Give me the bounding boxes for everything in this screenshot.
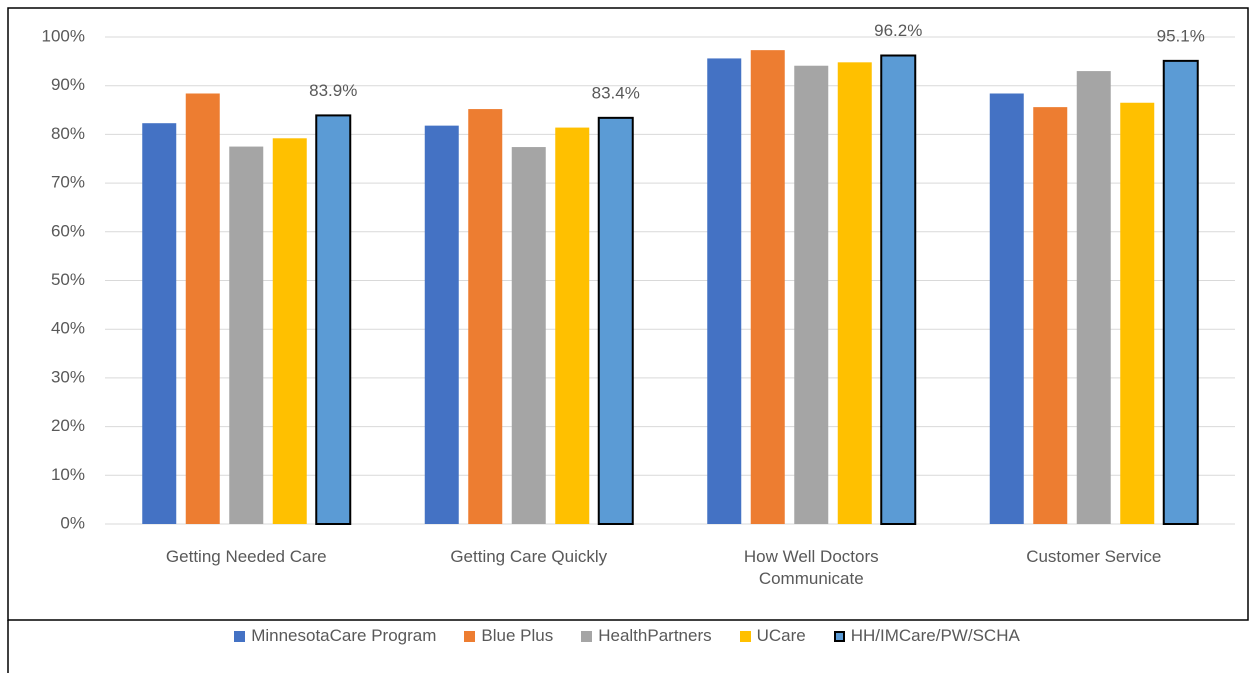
- legend-label: Blue Plus: [481, 626, 554, 645]
- bar: [1162, 59, 1199, 525]
- bar: [229, 146, 264, 524]
- x-tick-label: Getting Care Quickly: [450, 547, 608, 566]
- x-tick-label: How Well Doctors Communicate: [743, 547, 879, 588]
- legend-swatch: [464, 630, 476, 642]
- bar: [1120, 102, 1155, 525]
- data-label: 83.4%: [592, 83, 640, 102]
- y-tick-label: 50%: [51, 270, 85, 289]
- bar: [1033, 107, 1068, 525]
- y-tick-label: 70%: [51, 173, 85, 192]
- data-label: 83.9%: [309, 81, 357, 100]
- legend-swatch: [833, 630, 845, 642]
- legend-swatch: [739, 630, 751, 642]
- chart-border: [7, 7, 1249, 621]
- bar: [468, 109, 503, 525]
- legend-label: UCare: [756, 626, 806, 645]
- legend-label: HealthPartners: [598, 626, 712, 645]
- bar: [794, 65, 829, 524]
- legend-item: UCare: [739, 626, 806, 646]
- bar: [424, 125, 459, 524]
- y-tick-label: 80%: [51, 124, 85, 143]
- data-label: 95.1%: [1157, 26, 1205, 45]
- y-tick-label: 100%: [42, 26, 85, 45]
- bar: [597, 116, 634, 525]
- legend-item: HealthPartners: [581, 626, 712, 646]
- y-tick-label: 40%: [51, 319, 85, 338]
- legend-item: HH/IMCare/PW/SCHA: [833, 626, 1020, 646]
- y-tick-label: 20%: [51, 416, 85, 435]
- legend-swatch: [581, 630, 593, 642]
- x-tick-label: Getting Needed Care: [165, 547, 327, 566]
- bar: [880, 54, 917, 525]
- legend-swatch: [234, 630, 246, 642]
- legend: MinnesotaCare Program Blue Plus HealthPart…: [0, 626, 1254, 646]
- bar: [837, 62, 872, 524]
- y-tick-label: 30%: [51, 367, 85, 386]
- bar: [315, 114, 352, 525]
- legend-label: MinnesotaCare Program: [251, 626, 437, 645]
- bar: [142, 123, 177, 524]
- data-label: 96.2%: [874, 21, 922, 40]
- bar: [511, 147, 546, 524]
- x-tick-label: Customer Service: [1026, 547, 1162, 566]
- y-tick-label: 90%: [51, 75, 85, 94]
- bar: [707, 58, 742, 524]
- bar: [272, 138, 307, 524]
- y-tick-label: 0%: [60, 513, 85, 532]
- bar: [185, 93, 220, 524]
- legend-item: Blue Plus: [464, 626, 553, 646]
- bar: [1076, 71, 1111, 524]
- legend-label: HH/IMCare/PW/SCHA: [850, 626, 1020, 645]
- bar: [989, 93, 1024, 524]
- y-tick-label: 60%: [51, 221, 85, 240]
- legend-item: MinnesotaCare Program: [234, 626, 436, 646]
- bar: [555, 127, 590, 524]
- y-tick-label: 10%: [51, 465, 85, 484]
- bar: [750, 50, 785, 525]
